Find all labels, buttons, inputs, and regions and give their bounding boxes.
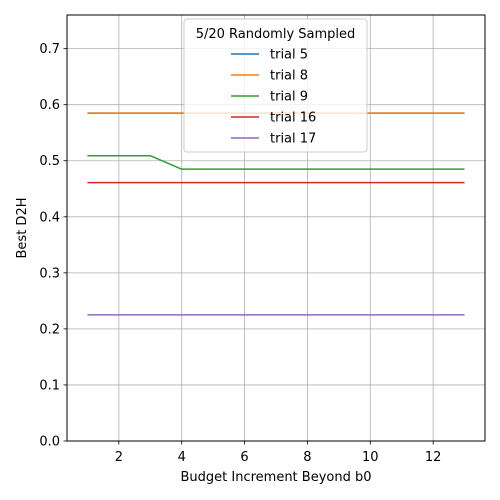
x-tick-label: 4 (178, 450, 186, 465)
y-tick-label: 0.3 (39, 266, 60, 281)
plot-frame (66, 14, 486, 442)
legend-label-trial-17: trial 17 (270, 132, 316, 147)
y-tick-label: 0.7 (39, 42, 60, 57)
legend-label-trial-5: trial 5 (270, 48, 308, 63)
x-axis-label: Budget Increment Beyond b0 (180, 470, 371, 485)
y-tick-label: 0.0 (39, 435, 60, 450)
legend-box (183, 18, 368, 153)
legend-label-trial-9: trial 9 (270, 90, 308, 105)
x-tick-label: 6 (240, 450, 248, 465)
x-tick-label: 2 (115, 450, 123, 465)
legend-label-trial-16: trial 16 (270, 111, 316, 126)
x-tick-label: 8 (303, 450, 311, 465)
x-tick-label: 12 (425, 450, 442, 465)
y-tick-label: 0.4 (39, 210, 60, 225)
legend: 5/20 Randomly Sampled trial 5 trial 8 tria… (183, 18, 368, 153)
x-tick-label: 10 (362, 450, 379, 465)
y-tick-label: 0.5 (39, 154, 60, 169)
y-tick-label: 0.1 (39, 378, 60, 393)
y-tick-label: 0.6 (39, 98, 60, 113)
axis-ticks: 2 4 6 8 10 12 0.0 0.1 0.2 0.3 0.4 0.5 0.6 0.7 (39, 42, 441, 465)
y-tick-label: 0.2 (39, 322, 60, 337)
trial-9-line (87, 154, 465, 170)
y-axis-label: Best D2H (15, 198, 30, 259)
legend-label-trial-8: trial 8 (270, 69, 308, 84)
legend-title: 5/20 Randomly Sampled (196, 27, 356, 42)
